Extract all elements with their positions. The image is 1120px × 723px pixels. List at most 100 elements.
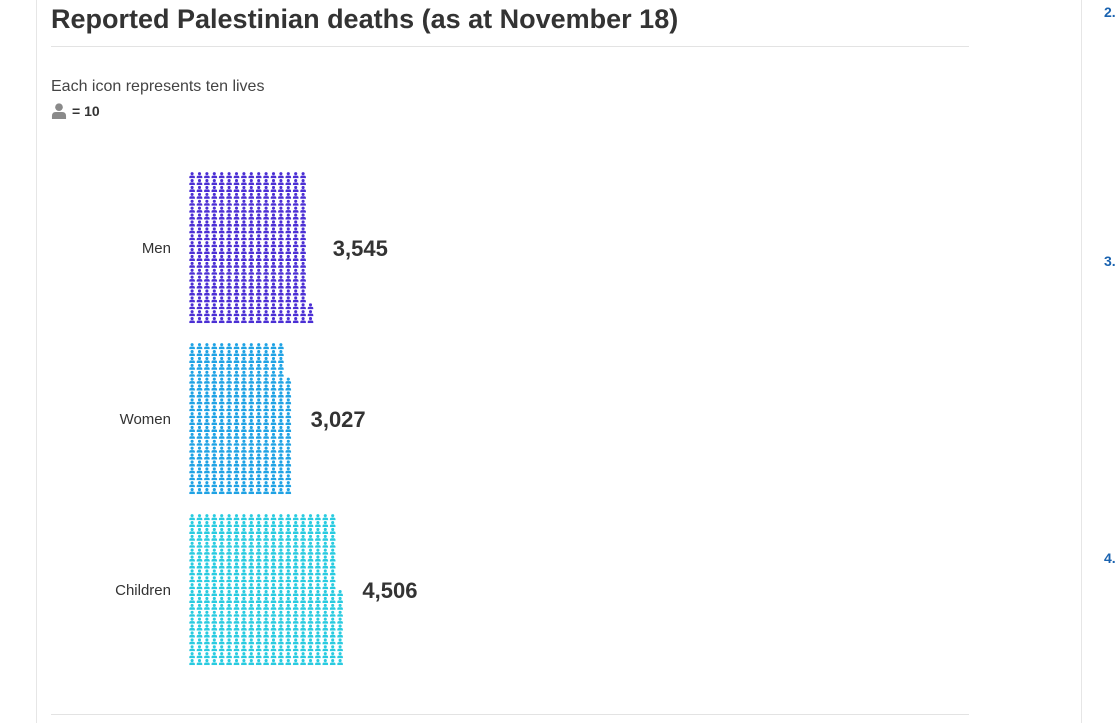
person-icon-men [255, 268, 262, 275]
person-icon-men [233, 241, 240, 248]
person-icon-men [278, 227, 284, 234]
bottom-divider [51, 714, 969, 715]
person-icon-children [263, 562, 269, 569]
person-icon-women [196, 446, 203, 453]
person-icon-women [218, 377, 225, 384]
person-icon-women [285, 453, 292, 460]
person-icon-children [307, 631, 314, 638]
person-icon-women [233, 343, 240, 350]
sidebar-number-3[interactable]: 3. [1104, 253, 1116, 269]
person-icon-men [248, 261, 255, 268]
person-icon-children [329, 603, 336, 610]
person-icon-children [233, 659, 240, 666]
person-icon-women [248, 474, 255, 481]
person-icon-children [226, 610, 232, 617]
person-icon-men [189, 192, 195, 199]
person-icon-women [248, 432, 255, 439]
person-icon-children [196, 631, 203, 638]
person-icon-women [241, 432, 247, 439]
person-icon-women [270, 384, 277, 391]
person-icon-children [255, 631, 262, 638]
person-icon-women [218, 425, 225, 432]
person-icon-men [292, 213, 299, 220]
person-icon-men [292, 296, 299, 303]
person-icon-women [233, 419, 240, 426]
person-icon-children [285, 638, 292, 645]
person-icon-children [211, 610, 218, 617]
person-icon-women [263, 474, 269, 481]
person-icon-children [285, 576, 292, 583]
person-icon-children [211, 562, 218, 569]
person-icon-children [255, 562, 262, 569]
person-icon-men [263, 268, 269, 275]
person-icon-women [241, 356, 247, 363]
person-icon-children [263, 521, 269, 528]
person-icon-women [248, 425, 255, 432]
person-icon-men [270, 303, 277, 310]
person-icon-children [329, 617, 336, 624]
person-icon-children [255, 659, 262, 666]
person-icon-women [233, 363, 240, 370]
person-icon-men [211, 248, 218, 255]
person-icon-children [285, 645, 292, 652]
person-icon-men [300, 227, 306, 234]
person-icon-children [300, 569, 306, 576]
person-icon-children [315, 603, 321, 610]
person-icon-children [218, 638, 225, 645]
person-icon-women [248, 398, 255, 405]
person-icon-children [211, 645, 218, 652]
person-icon-children [300, 514, 306, 521]
person-icon-children [315, 652, 321, 659]
person-icon-children [300, 652, 306, 659]
person-icon-men [270, 241, 277, 248]
person-icon-men [226, 310, 232, 317]
person-icon-children [211, 617, 218, 624]
person-icon-women [189, 446, 195, 453]
person-icon-women [204, 398, 210, 405]
person-icon-children [226, 555, 232, 562]
person-icon-men [270, 254, 277, 261]
person-icon-women [189, 370, 195, 377]
person-icon-children [285, 603, 292, 610]
person-icon-men [300, 303, 306, 310]
person-icon-men [255, 275, 262, 282]
person-icon-women [226, 370, 232, 377]
person-icon-children [285, 624, 292, 631]
person-icon-children [315, 562, 321, 569]
person-icon-children [241, 562, 247, 569]
sidebar-number-2[interactable]: 2. [1104, 4, 1116, 20]
person-icon-men [241, 192, 247, 199]
person-icon-women [241, 398, 247, 405]
person-icon-men [196, 206, 203, 213]
person-icon-children [255, 596, 262, 603]
person-icon-men [263, 179, 269, 186]
person-icon-women [189, 343, 195, 350]
person-icon-children [292, 624, 299, 631]
person-icon-women [218, 405, 225, 412]
person-icon-women [204, 343, 210, 350]
person-icon-children [204, 534, 210, 541]
person-icon-men [285, 220, 292, 227]
person-icon-men [285, 261, 292, 268]
person-icon-men [196, 199, 203, 206]
sidebar-number-4[interactable]: 4. [1104, 550, 1116, 566]
person-icon-men [204, 317, 210, 324]
person-icon-men [241, 289, 247, 296]
person-icon-children [322, 603, 329, 610]
person-icon-men [233, 261, 240, 268]
person-icon-children [278, 521, 284, 528]
person-icon-men [218, 241, 225, 248]
person-icon-children [233, 624, 240, 631]
person-icon-women [255, 391, 262, 398]
person-icon-children [322, 617, 329, 624]
person-icon-children [337, 659, 343, 666]
person-icon-women [285, 419, 292, 426]
person-icon-women [263, 453, 269, 460]
person-icon-children [248, 638, 255, 645]
person-icon-children [196, 548, 203, 555]
person-icon-women [278, 356, 284, 363]
person-icon-men [263, 261, 269, 268]
person-icon-children [263, 652, 269, 659]
person-icon-children [226, 569, 232, 576]
person-icon-children [189, 596, 195, 603]
